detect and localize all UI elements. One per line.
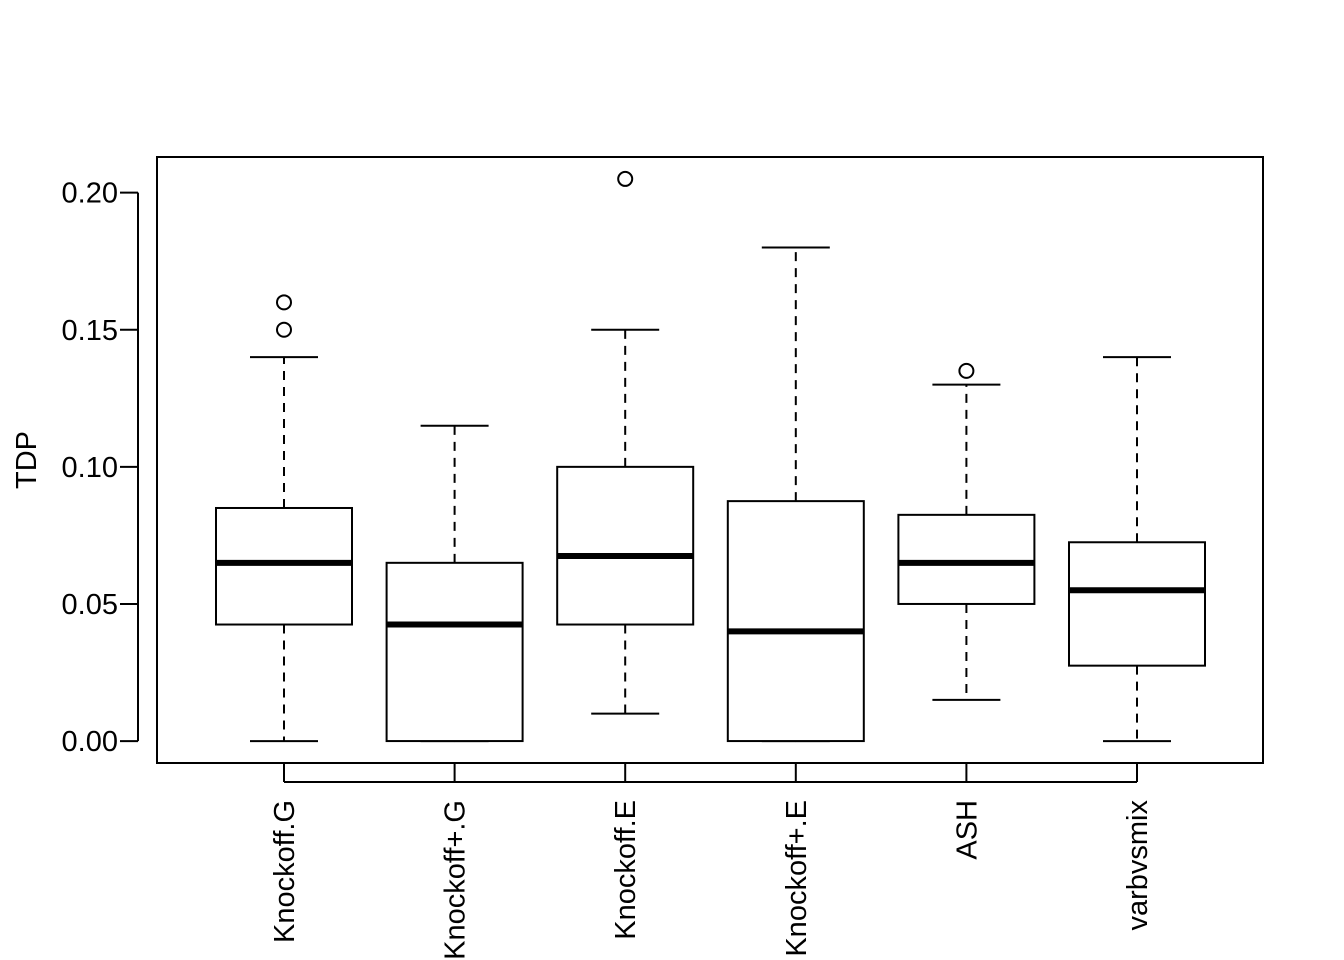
- y-tick-label: 0.05: [62, 589, 118, 621]
- box-Knockoff.E: [556, 170, 695, 715]
- outlier-point: [958, 362, 975, 379]
- y-axis: 0.00 0.05 0.10 0.15 0.20: [62, 178, 139, 758]
- y-axis-label: TDP: [11, 431, 43, 489]
- y-tick-label: 0.10: [62, 452, 118, 484]
- box-Knockoff+.G: [385, 424, 524, 743]
- box-varbvsmix: [1068, 356, 1206, 743]
- y-tick-label: 0.00: [62, 726, 118, 758]
- boxes: [215, 170, 1206, 743]
- iqr-box: [897, 513, 1036, 605]
- iqr-box: [215, 506, 353, 626]
- iqr-box: [726, 500, 865, 743]
- x-tick-label: Knockoff.E: [610, 800, 642, 940]
- iqr-box: [1068, 541, 1206, 667]
- box-Knockoff.G: [215, 294, 353, 743]
- y-tick-label: 0.15: [62, 315, 118, 347]
- x-tick-label: ASH: [951, 800, 983, 860]
- iqr-box: [556, 465, 695, 626]
- y-tick-label: 0.20: [62, 178, 118, 210]
- x-tick-label: varbvsmix: [1122, 800, 1154, 931]
- outlier-point: [276, 294, 292, 311]
- box-Knockoff+.E: [726, 246, 865, 743]
- x-tick-label: Knockoff+.E: [781, 800, 813, 957]
- outlier-point: [617, 170, 634, 187]
- outlier-point: [276, 321, 292, 338]
- box-ASH: [897, 362, 1036, 701]
- x-axis: Knockoff.G Knockoff+.G Knockoff.E Knockoff+…: [269, 763, 1154, 960]
- iqr-box: [385, 561, 524, 743]
- plot-frame: [156, 156, 1264, 764]
- x-tick-label: Knockoff.G: [269, 800, 301, 943]
- x-tick-label: Knockoff+.G: [440, 800, 472, 960]
